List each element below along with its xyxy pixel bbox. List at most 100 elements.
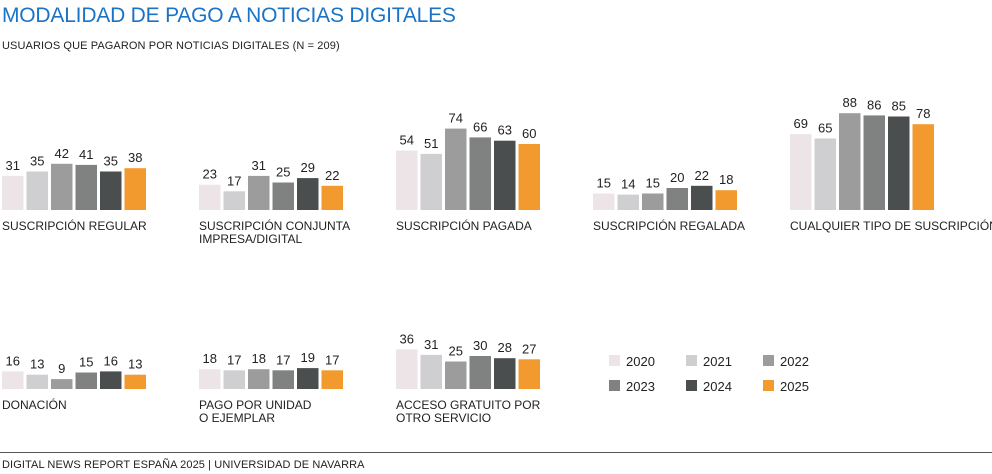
bar-2023 <box>863 115 885 210</box>
bar-2023 <box>666 188 688 210</box>
bar-2024 <box>888 116 910 210</box>
bar-2023 <box>272 182 294 210</box>
bar-2023 <box>272 370 294 389</box>
bar-value-label: 66 <box>473 119 487 134</box>
bar-value-label: 85 <box>892 99 906 114</box>
bar-2025 <box>321 370 343 389</box>
bar-value-label: 20 <box>670 170 684 185</box>
bar-2020 <box>396 349 418 389</box>
bar-2020 <box>199 184 221 210</box>
bar-value-label: 23 <box>203 167 217 182</box>
bar-2021 <box>223 370 245 389</box>
bar-2025 <box>715 190 737 210</box>
legend-swatch-2024 <box>686 380 697 391</box>
category-label: CUALQUIER TIPO DE SUSCRIPCIÓN <box>790 218 992 233</box>
category-label: O EJEMPLAR <box>199 411 275 425</box>
bar-value-label: 28 <box>498 340 512 355</box>
bar-2022 <box>51 379 73 389</box>
category-label: SUSCRIPCIÓN PAGADA <box>396 218 532 233</box>
chart-title: MODALIDAD DE PAGO A NOTICIAS DIGITALES <box>2 4 456 27</box>
bar-value-label: 22 <box>695 168 709 183</box>
bar-value-label: 13 <box>128 357 142 372</box>
bar-value-label: 16 <box>6 353 20 368</box>
category-label: SUSCRIPCIÓN CONJUNTA <box>199 218 350 233</box>
bar-value-label: 15 <box>646 176 660 191</box>
bar-2022 <box>642 193 664 210</box>
bar-value-label: 31 <box>6 158 20 173</box>
bar-group: 31 35 42 41 35 38 SUSCRIPCIÓN REGULAR <box>2 146 147 233</box>
bar-group: 54 51 74 66 63 60 SUSCRIPCIÓN PAGADA <box>396 111 540 233</box>
bar-value-label: 35 <box>30 154 44 169</box>
bar-value-label: 60 <box>522 126 536 141</box>
bar-value-label: 35 <box>104 154 118 169</box>
bar-value-label: 86 <box>867 97 881 112</box>
bar-group: 69 65 88 86 85 78 CUALQUIER TIPO DE SUSCRIPCIÓ… <box>790 95 992 233</box>
bar-group: 23 17 31 25 29 22 SUSCRIPCIÓN CONJUNTAIMPRESA/… <box>199 158 350 246</box>
bar-value-label: 19 <box>301 350 315 365</box>
category-label: SUSCRIPCIÓN REGALADA <box>593 218 745 233</box>
bar-2021 <box>223 191 245 210</box>
bar-value-label: 15 <box>597 176 611 191</box>
legend-label-2022: 2022 <box>780 354 809 369</box>
bar-2025 <box>124 374 146 389</box>
bar-2022 <box>445 128 467 210</box>
bar-2024 <box>494 358 516 389</box>
footer-source: DIGITAL NEWS REPORT ESPAÑA 2025 | UNIVER… <box>2 459 365 471</box>
bar-value-label: 54 <box>400 133 414 148</box>
bar-2025 <box>518 359 540 389</box>
category-label: ACCESO GRATUITO POR <box>396 398 541 412</box>
bar-value-label: 41 <box>79 147 93 162</box>
bar-value-label: 17 <box>325 352 339 367</box>
bar-value-label: 18 <box>252 351 266 366</box>
category-label: IMPRESA/DIGITAL <box>199 232 302 246</box>
bar-2021 <box>420 354 442 389</box>
bar-2024 <box>494 140 516 210</box>
legend-label-2020: 2020 <box>626 354 655 369</box>
bar-value-label: 25 <box>276 165 290 180</box>
bar-2020 <box>790 134 812 210</box>
bar-2024 <box>691 185 713 210</box>
category-label: OTRO SERVICIO <box>396 411 491 425</box>
bar-2020 <box>396 150 418 210</box>
legend-swatch-2023 <box>609 380 620 391</box>
bar-value-label: 31 <box>252 158 266 173</box>
bar-value-label: 38 <box>128 150 142 165</box>
chart-subtitle: USUARIOS QUE PAGARON POR NOTICIAS DIGITA… <box>2 40 340 52</box>
bar-value-label: 14 <box>621 177 635 192</box>
bar-value-label: 88 <box>843 95 857 110</box>
bar-2023 <box>469 137 491 210</box>
bar-value-label: 9 <box>58 361 65 376</box>
bar-2021 <box>420 153 442 210</box>
category-label: SUSCRIPCIÓN REGULAR <box>2 218 147 233</box>
bar-group: 16 13 9 15 16 13 DONACIÓN <box>2 353 146 412</box>
bar-2021 <box>617 194 639 210</box>
bar-value-label: 78 <box>916 106 930 121</box>
bar-value-label: 25 <box>449 344 463 359</box>
bar-value-label: 36 <box>400 331 414 346</box>
bar-value-label: 16 <box>104 353 118 368</box>
legend-label-2021: 2021 <box>703 354 732 369</box>
bar-value-label: 31 <box>424 337 438 352</box>
bar-value-label: 17 <box>227 352 241 367</box>
bar-value-label: 42 <box>55 146 69 161</box>
bar-value-label: 65 <box>818 121 832 136</box>
bar-2020 <box>593 193 615 210</box>
bar-2021 <box>814 138 836 210</box>
legend: 2020 2021 2022 2023 2024 2025 <box>609 354 809 394</box>
bar-2024 <box>100 171 122 210</box>
legend-swatch-2020 <box>609 355 620 366</box>
bar-value-label: 69 <box>794 116 808 131</box>
bar-value-label: 27 <box>522 341 536 356</box>
bar-2025 <box>321 185 343 210</box>
legend-label-2025: 2025 <box>780 379 809 394</box>
bar-value-label: 30 <box>473 338 487 353</box>
bar-2022 <box>248 175 270 210</box>
bar-2023 <box>469 356 491 389</box>
bar-2021 <box>26 374 48 389</box>
bar-value-label: 18 <box>203 351 217 366</box>
bar-2022 <box>51 163 73 210</box>
bar-2022 <box>839 113 861 210</box>
bar-value-label: 51 <box>424 136 438 151</box>
